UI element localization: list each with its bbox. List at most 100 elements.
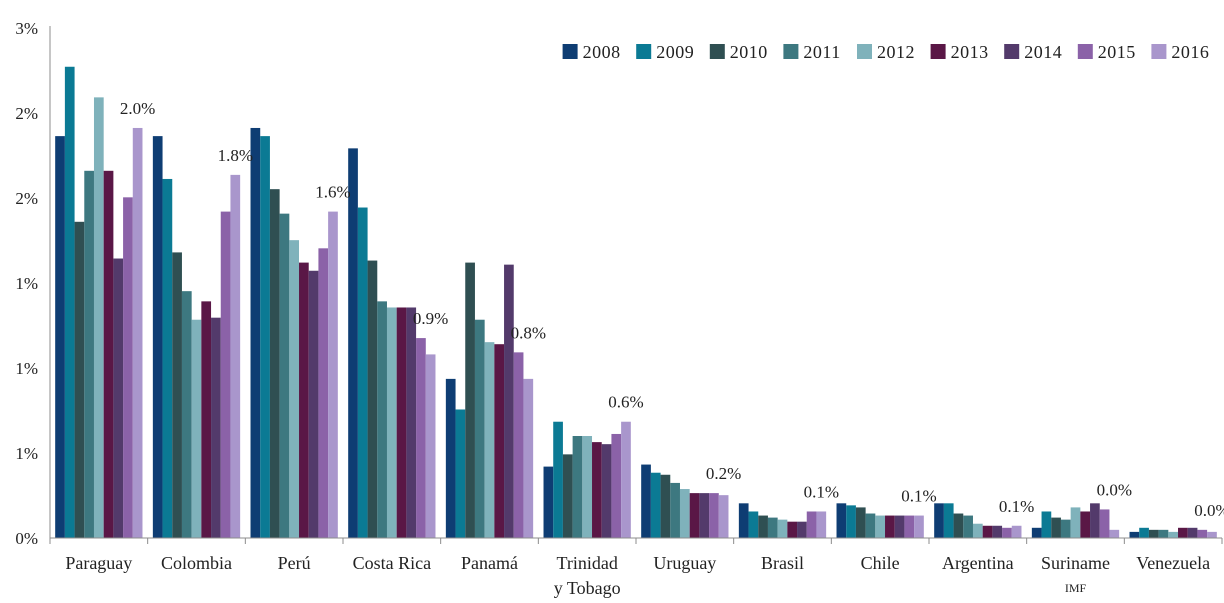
legend-item: 2014 xyxy=(1004,42,1062,62)
bar xyxy=(934,503,944,538)
bar xyxy=(1060,519,1071,538)
bar xyxy=(1139,527,1149,538)
y-tick-label: 3% xyxy=(15,19,38,38)
legend-item: 2009 xyxy=(636,42,694,62)
bar xyxy=(582,436,593,538)
bar xyxy=(670,482,680,538)
bar xyxy=(504,264,514,538)
bar xyxy=(1011,525,1022,538)
x-category-label: Argentina xyxy=(942,553,1014,573)
bar xyxy=(865,513,876,538)
bar xyxy=(777,519,788,538)
legend-label: 2012 xyxy=(877,42,915,62)
bar xyxy=(103,170,114,539)
bar xyxy=(84,170,94,539)
bar xyxy=(718,495,729,538)
y-tick-label: 2% xyxy=(15,189,38,208)
bar xyxy=(1129,531,1140,538)
bar xyxy=(816,511,827,538)
legend-label: 2015 xyxy=(1098,42,1136,62)
y-tick-labels: 0% 1% 1% 1% 2% 2% 3% xyxy=(15,19,38,548)
bar xyxy=(55,136,65,538)
bar xyxy=(132,127,143,539)
bar xyxy=(260,136,270,538)
bar xyxy=(172,252,182,538)
bar xyxy=(611,433,622,538)
bar xyxy=(1099,509,1110,538)
bar xyxy=(758,515,768,538)
legend-item: 2012 xyxy=(857,42,915,62)
bar xyxy=(230,174,241,538)
bar xyxy=(318,248,329,538)
bar xyxy=(406,307,417,538)
value-label: 0.6% xyxy=(608,393,643,412)
bar xyxy=(367,260,378,538)
value-label: 0.0% xyxy=(1097,480,1132,499)
bar xyxy=(250,127,261,539)
x-category-label: Suriname xyxy=(1041,553,1110,573)
bar xyxy=(74,221,85,539)
bar xyxy=(377,301,387,538)
category-note: IMF xyxy=(1065,581,1087,595)
bar xyxy=(523,378,534,538)
bar xyxy=(191,319,202,538)
value-labels: 2.0% 1.8% 1.6% 0.9% 0.8% 0.6% 0.2% 0.1% 0.1% 0.1%… xyxy=(120,99,1224,520)
bar xyxy=(992,525,1003,538)
bar xyxy=(836,503,847,538)
bar xyxy=(279,213,290,538)
bar xyxy=(1187,527,1198,538)
bar xyxy=(709,493,719,538)
bar xyxy=(328,211,338,538)
bar xyxy=(1041,511,1052,538)
bar xyxy=(220,211,231,538)
legend-label: 2016 xyxy=(1171,42,1209,62)
axes-layer xyxy=(49,26,1223,544)
bar xyxy=(963,515,973,538)
bar xyxy=(1031,527,1042,538)
legend-swatch xyxy=(857,44,872,59)
legend-item: 2013 xyxy=(930,42,989,62)
bar xyxy=(386,307,397,538)
bar xyxy=(93,97,104,539)
y-tick-label: 2% xyxy=(15,104,38,123)
value-label: 0.1% xyxy=(804,482,839,501)
y-tick-label: 1% xyxy=(15,274,38,293)
bar xyxy=(855,507,866,538)
bar xyxy=(943,503,954,538)
bar xyxy=(484,342,495,538)
value-label: 0.2% xyxy=(706,464,741,483)
value-label: 0.1% xyxy=(999,497,1034,516)
bar xyxy=(650,472,661,538)
legend-swatch xyxy=(636,44,652,59)
bar xyxy=(289,240,300,538)
bar xyxy=(152,136,163,538)
bar xyxy=(494,344,505,538)
bar xyxy=(797,521,807,538)
x-category-label: Chile xyxy=(861,553,900,573)
bar xyxy=(425,354,436,538)
bar xyxy=(1207,531,1217,538)
bar xyxy=(357,207,368,538)
bar xyxy=(894,515,905,538)
bar xyxy=(445,378,456,538)
bar xyxy=(972,523,983,538)
legend-label: 2009 xyxy=(656,42,694,62)
bar xyxy=(1148,529,1159,538)
legend-swatch xyxy=(1077,44,1093,59)
value-label: 1.8% xyxy=(218,146,253,165)
y-tick-label: 1% xyxy=(15,444,38,463)
value-label: 0.8% xyxy=(511,323,546,342)
bar xyxy=(553,421,563,538)
bar xyxy=(679,489,690,538)
legend-label: 2013 xyxy=(951,42,989,62)
bar xyxy=(572,436,583,538)
y-tick-label: 0% xyxy=(15,529,38,548)
bar xyxy=(123,197,133,538)
bar xyxy=(1168,531,1179,538)
legend-label: 2010 xyxy=(730,42,768,62)
legend-item: 2011 xyxy=(783,42,840,62)
legend-swatch xyxy=(930,44,946,59)
bar xyxy=(748,511,759,538)
bar xyxy=(201,301,212,538)
bar xyxy=(308,270,319,538)
